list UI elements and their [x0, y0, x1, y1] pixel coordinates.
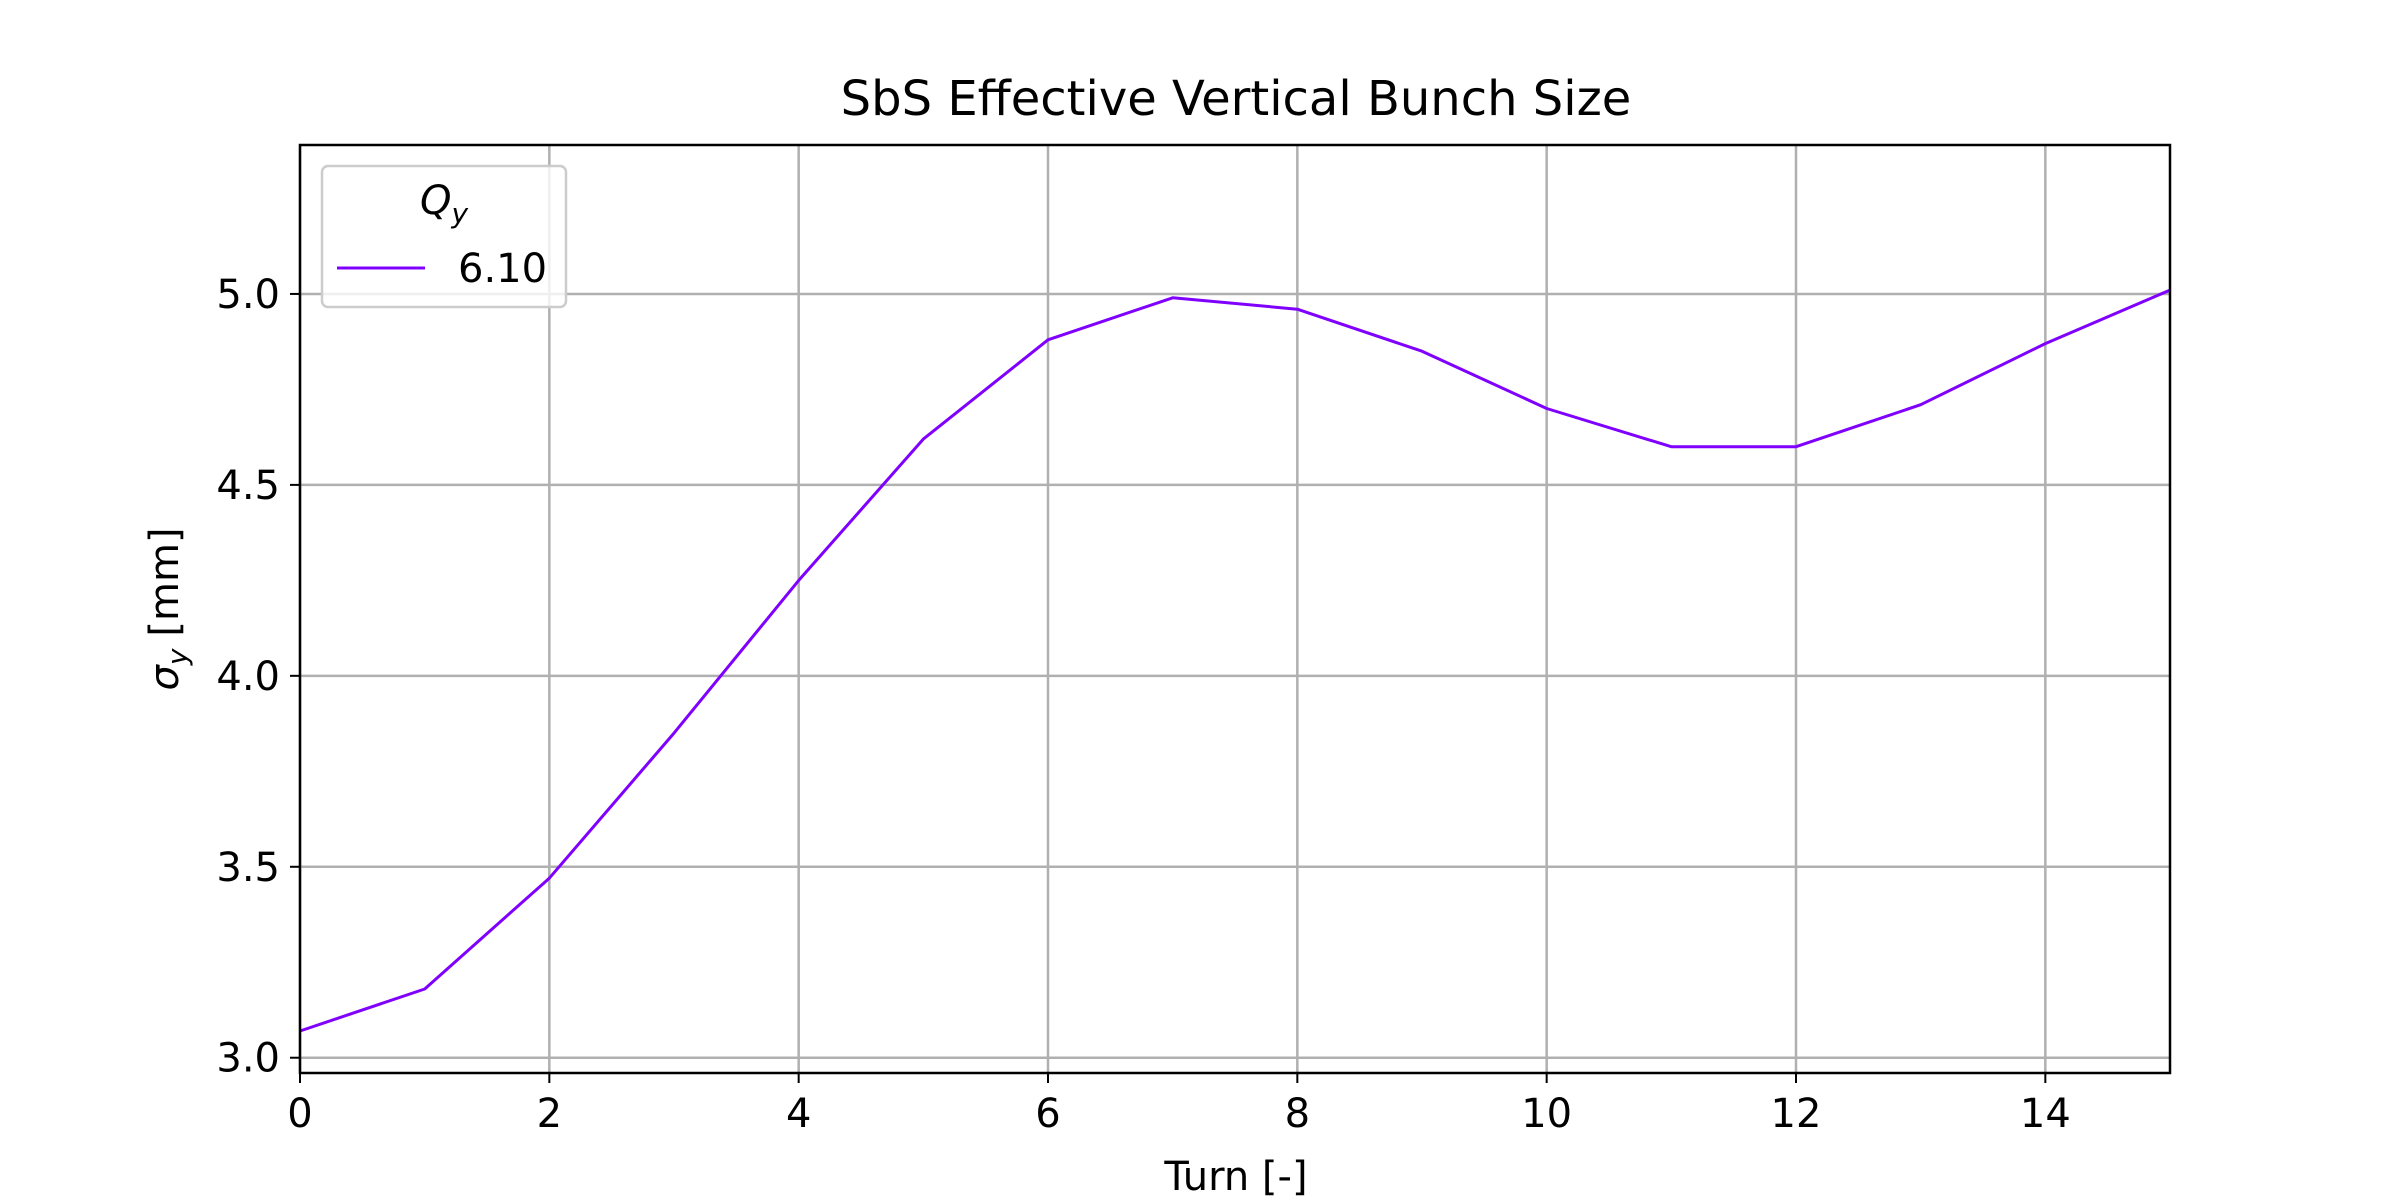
y-tick-label: 4.5 [216, 463, 280, 509]
x-tick-label: 14 [2020, 1091, 2071, 1137]
legend: Qy 6.10 [320, 164, 568, 309]
y-axis-ticks: 3.0 3.5 4.0 4.5 5.0 [216, 272, 300, 1082]
x-tick-label: 8 [1285, 1091, 1310, 1137]
x-axis-label: Turn [-] [1163, 1154, 1307, 1200]
y-axis-label-symbol: σ [142, 664, 188, 691]
legend-entry-label: 6.10 [458, 246, 547, 292]
plot-frame [298, 143, 2172, 1075]
series-line [299, 288, 2171, 1033]
x-tick-label: 6 [1035, 1091, 1060, 1137]
legend-title: Qy [420, 178, 468, 230]
y-tick-label: 5.0 [216, 272, 280, 318]
y-tick-label: 3.5 [216, 845, 280, 891]
legend-title-subscript: y [450, 197, 468, 230]
y-axis-label-unit: [mm] [142, 527, 188, 636]
x-tick-label: 4 [786, 1091, 811, 1137]
y-tick-label: 3.0 [216, 1036, 280, 1082]
x-tick-label: 10 [1521, 1091, 1572, 1137]
series-layer [299, 288, 2171, 1033]
legend-box [320, 164, 568, 309]
y-tick-label: 4.0 [216, 654, 280, 700]
chart-title: SbS Effective Vertical Bunch Size [841, 71, 1632, 127]
y-gridlines [300, 292, 2170, 1059]
x-tick-label: 12 [1771, 1091, 1822, 1137]
x-tick-label: 0 [287, 1091, 312, 1137]
y-axis-label: σy [mm] [142, 527, 194, 690]
x-tick-label: 2 [537, 1091, 562, 1137]
x-axis-ticks: 0 2 4 6 8 10 12 14 [287, 1073, 2071, 1137]
legend-title-symbol: Q [420, 178, 451, 224]
y-axis-label-subscript: y [161, 648, 194, 666]
